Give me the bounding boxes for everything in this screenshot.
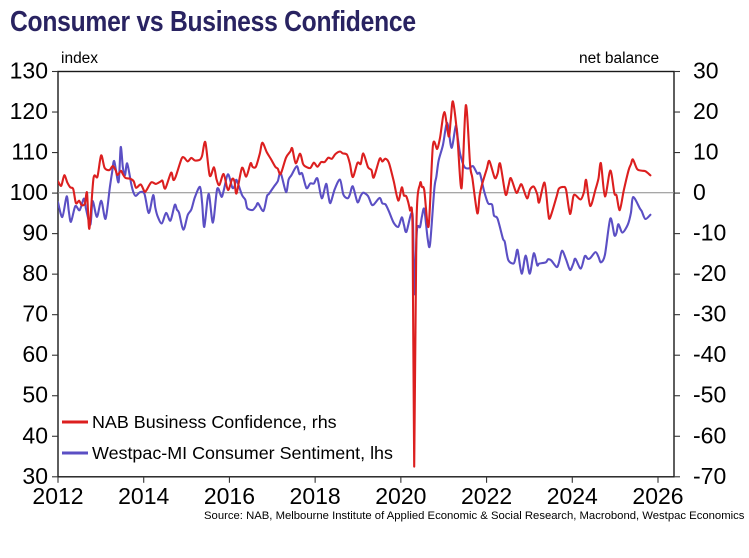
svg-text:-20: -20 bbox=[693, 260, 726, 286]
svg-text:NAB Business Confidence, rhs: NAB Business Confidence, rhs bbox=[92, 412, 337, 432]
svg-text:Westpac-MI Consumer Sentiment,: Westpac-MI Consumer Sentiment, lhs bbox=[92, 443, 393, 463]
svg-text:2012: 2012 bbox=[32, 483, 83, 509]
svg-text:-70: -70 bbox=[693, 463, 726, 489]
svg-text:90: 90 bbox=[22, 220, 48, 246]
svg-text:2026: 2026 bbox=[632, 483, 683, 509]
svg-text:-40: -40 bbox=[693, 341, 726, 367]
svg-text:60: 60 bbox=[22, 341, 48, 367]
svg-text:Source: NAB, Melbourne Institu: Source: NAB, Melbourne Institute of Appl… bbox=[204, 510, 745, 522]
svg-text:30: 30 bbox=[693, 58, 719, 84]
svg-text:2022: 2022 bbox=[461, 483, 512, 509]
svg-text:2020: 2020 bbox=[375, 483, 426, 509]
svg-text:40: 40 bbox=[22, 422, 48, 448]
svg-text:10: 10 bbox=[693, 139, 719, 165]
svg-text:100: 100 bbox=[10, 179, 48, 205]
svg-text:2024: 2024 bbox=[547, 483, 598, 509]
svg-text:130: 130 bbox=[10, 58, 48, 84]
svg-text:index: index bbox=[61, 50, 98, 67]
svg-text:110: 110 bbox=[11, 139, 48, 165]
svg-text:20: 20 bbox=[693, 98, 719, 124]
svg-text:-50: -50 bbox=[693, 382, 726, 408]
svg-text:2016: 2016 bbox=[204, 483, 255, 509]
svg-text:50: 50 bbox=[22, 382, 48, 408]
svg-text:0: 0 bbox=[693, 179, 706, 205]
svg-text:-60: -60 bbox=[693, 422, 726, 448]
svg-text:net balance: net balance bbox=[579, 50, 659, 67]
svg-text:120: 120 bbox=[10, 98, 48, 124]
svg-text:70: 70 bbox=[22, 301, 48, 327]
svg-text:-30: -30 bbox=[693, 301, 726, 327]
svg-text:80: 80 bbox=[22, 260, 48, 286]
svg-text:2018: 2018 bbox=[290, 483, 341, 509]
svg-text:2014: 2014 bbox=[118, 483, 169, 509]
svg-text:-10: -10 bbox=[693, 220, 726, 246]
